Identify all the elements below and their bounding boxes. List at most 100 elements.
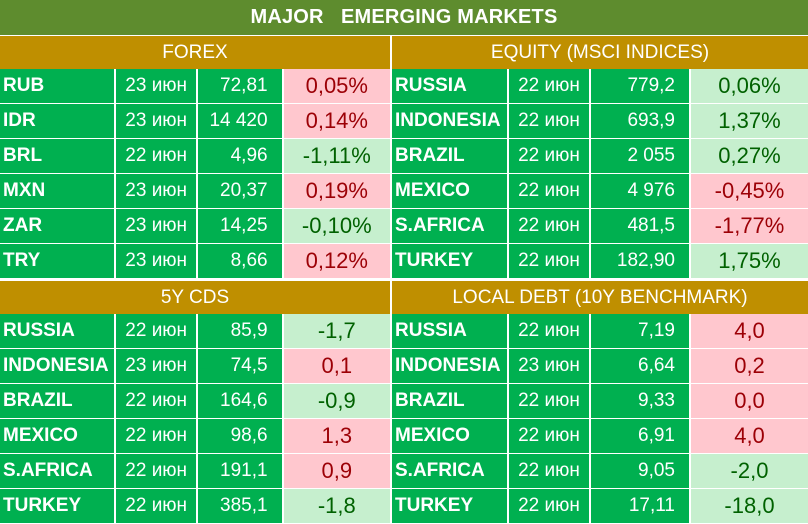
row-value: 85,9: [197, 314, 282, 348]
table-row: RUB 23 июн 72,81 0,05%: [0, 69, 390, 104]
row-name: IDR: [0, 104, 115, 138]
row-value: 7,19: [591, 314, 689, 348]
table-row: TURKEY 22 июн 17,11 -18,0: [392, 489, 808, 524]
row-date: 22 июн: [116, 384, 196, 418]
row-date: 22 июн: [509, 384, 589, 418]
table-row: RUSSIA 22 июн 779,2 0,06%: [392, 69, 808, 104]
row-name: INDONESIA: [392, 349, 507, 383]
row-date: 23 июн: [116, 104, 196, 138]
row-date: 22 июн: [116, 419, 196, 453]
row-value: 191,1: [197, 454, 282, 488]
row-date: 23 июн: [116, 174, 196, 208]
row-change: 1,37%: [691, 104, 808, 138]
row-name: INDONESIA: [392, 104, 507, 138]
row-date: 22 июн: [509, 244, 589, 278]
table-row: ZAR 23 июн 14,25 -0,10%: [0, 209, 390, 244]
row-date: 23 июн: [116, 244, 196, 278]
row-value: 481,5: [591, 209, 689, 243]
row-change: -1,8: [283, 489, 390, 523]
local-debt-header: LOCAL DEBT (10Y BENCHMARK): [392, 281, 808, 314]
row-change: -18,0: [691, 489, 808, 523]
row-value: 17,11: [591, 489, 689, 523]
table-row: RUSSIA 22 июн 7,19 4,0: [392, 314, 808, 349]
row-value: 8,66: [197, 244, 282, 278]
row-value: 72,81: [197, 69, 282, 103]
table-row: S.AFRICA 22 июн 481,5 -1,77%: [392, 209, 808, 244]
row-value: 6,64: [591, 349, 689, 383]
row-name: S.AFRICA: [392, 209, 507, 243]
cds-panel: 5Y CDS RUSSIA 22 июн 85,9 -1,7 INDONESIA 23 и…: [0, 281, 390, 524]
equity-header: EQUITY (MSCI INDICES): [392, 36, 808, 69]
local-debt-rows: RUSSIA 22 июн 7,19 4,0 INDONESIA 23 июн 6,64 0,…: [392, 314, 808, 524]
row-name: MEXICO: [392, 419, 507, 453]
row-date: 22 июн: [116, 489, 196, 523]
table-row: TURKEY 22 июн 182,90 1,75%: [392, 244, 808, 279]
row-name: MEXICO: [392, 174, 507, 208]
row-date: 22 июн: [509, 489, 589, 523]
row-change: 0,1: [283, 349, 390, 383]
panel-divider: [390, 36, 392, 524]
table-row: MEXICO 22 июн 98,6 1,3: [0, 419, 390, 454]
row-name: RUSSIA: [392, 314, 507, 348]
row-name: ZAR: [0, 209, 115, 243]
row-name: BRAZIL: [0, 384, 115, 418]
row-date: 23 июн: [116, 209, 196, 243]
row-change: 4,0: [691, 314, 808, 348]
table-row: TRY 23 июн 8,66 0,12%: [0, 244, 390, 279]
row-date: 22 июн: [509, 139, 589, 173]
table-row: MEXICO 22 июн 4 976 -0,45%: [392, 174, 808, 209]
row-date: 22 июн: [509, 69, 589, 103]
row-date: 22 июн: [509, 209, 589, 243]
row-change: 0,27%: [691, 139, 808, 173]
row-date: 22 июн: [509, 174, 589, 208]
row-change: -0,45%: [691, 174, 808, 208]
forex-header: FOREX: [0, 36, 390, 69]
table-row: INDONESIA 23 июн 6,64 0,2: [392, 349, 808, 384]
row-name: TRY: [0, 244, 115, 278]
row-change: -1,7: [283, 314, 390, 348]
row-name: RUB: [0, 69, 115, 103]
table-row: MEXICO 22 июн 6,91 4,0: [392, 419, 808, 454]
table-row: BRL 22 июн 4,96 -1,11%: [0, 139, 390, 174]
table-row: S.AFRICA 22 июн 9,05 -2,0: [392, 454, 808, 489]
row-value: 9,05: [591, 454, 689, 488]
row-value: 14 420: [197, 104, 282, 138]
row-date: 22 июн: [116, 454, 196, 488]
row-change: 0,06%: [691, 69, 808, 103]
row-date: 22 июн: [116, 314, 196, 348]
row-value: 4,96: [197, 139, 282, 173]
row-change: -0,10%: [283, 209, 390, 243]
row-value: 6,91: [591, 419, 689, 453]
row-date: 22 июн: [509, 314, 589, 348]
row-date: 22 июн: [509, 104, 589, 138]
table-row: BRAZIL 22 июн 2 055 0,27%: [392, 139, 808, 174]
table-row: MXN 23 июн 20,37 0,19%: [0, 174, 390, 209]
row-change: -2,0: [691, 454, 808, 488]
row-change: 0,12%: [283, 244, 390, 278]
row-value: 2 055: [591, 139, 689, 173]
row-name: BRAZIL: [392, 384, 507, 418]
forex-rows: RUB 23 июн 72,81 0,05% IDR 23 июн 14 420 0,14% B…: [0, 69, 390, 279]
page-title: MAJOR EMERGING MARKETS: [0, 0, 808, 35]
row-change: 0,05%: [283, 69, 390, 103]
row-date: 22 июн: [509, 454, 589, 488]
row-date: 23 июн: [116, 349, 196, 383]
row-change: 0,9: [283, 454, 390, 488]
table-row: S.AFRICA 22 июн 191,1 0,9: [0, 454, 390, 489]
row-value: 164,6: [197, 384, 282, 418]
row-change: -1,77%: [691, 209, 808, 243]
table-row: TURKEY 22 июн 385,1 -1,8: [0, 489, 390, 524]
row-value: 4 976: [591, 174, 689, 208]
table-row: INDONESIA 23 июн 74,5 0,1: [0, 349, 390, 384]
row-value: 182,90: [591, 244, 689, 278]
row-change: 1,3: [283, 419, 390, 453]
row-value: 779,2: [591, 69, 689, 103]
row-name: TURKEY: [392, 489, 507, 523]
row-name: TURKEY: [392, 244, 507, 278]
row-name: BRL: [0, 139, 115, 173]
equity-rows: RUSSIA 22 июн 779,2 0,06% INDONESIA 22 июн 693…: [392, 69, 808, 279]
row-name: MEXICO: [0, 419, 115, 453]
row-change: 4,0: [691, 419, 808, 453]
row-date: 22 июн: [509, 419, 589, 453]
row-name: RUSSIA: [392, 69, 507, 103]
